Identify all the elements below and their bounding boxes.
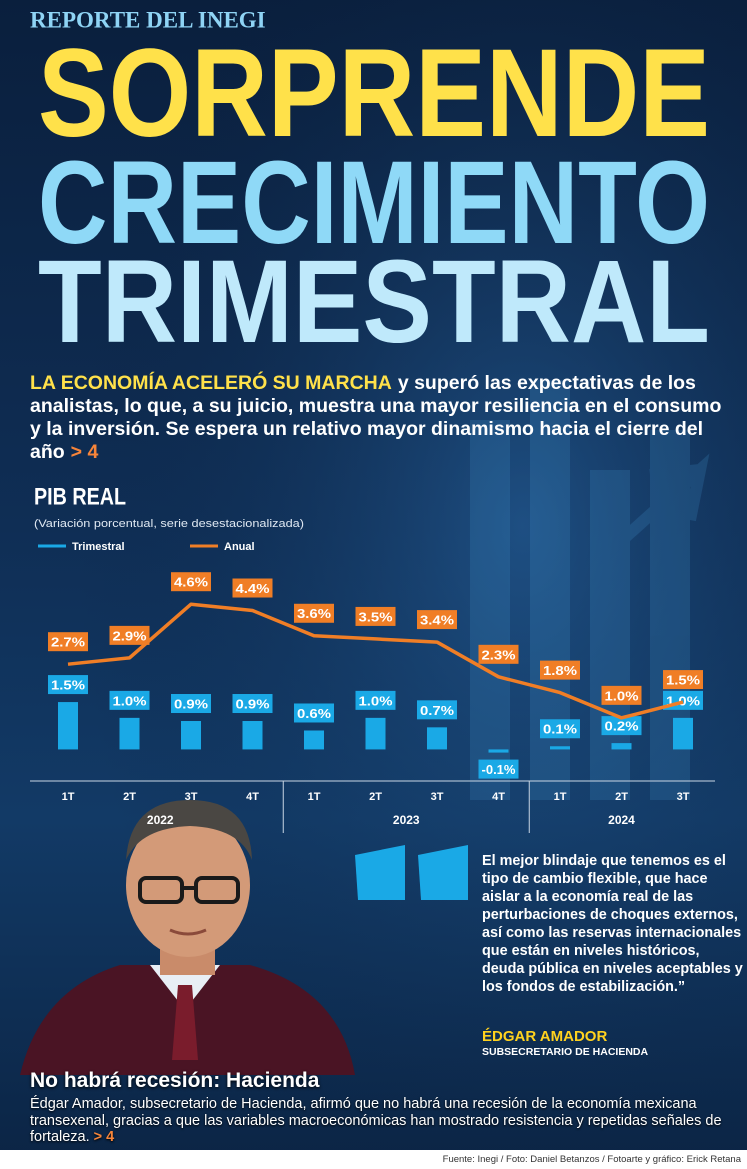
bar <box>304 730 324 749</box>
bar <box>120 718 140 750</box>
bar <box>673 718 693 750</box>
group-label: 2022 <box>147 813 174 827</box>
page-reference: > 4 <box>94 1129 115 1145</box>
bar <box>58 702 78 749</box>
value-label: 1.0% <box>113 693 147 708</box>
value-label: 2.3% <box>482 647 516 662</box>
value-label: 1.0% <box>605 688 639 703</box>
story-body: Édgar Amador, subsecretario de Hacienda,… <box>30 1096 742 1146</box>
value-label: 4.6% <box>174 575 208 590</box>
headline: TRIMESTRAL <box>38 236 710 368</box>
page: REPORTE DEL INEGI SORPRENDE CRECIMIENTO … <box>0 0 747 1169</box>
x-tick-label: 4T <box>246 791 259 803</box>
chart-subtitle: (Variación porcentual, serie desestacion… <box>34 518 304 530</box>
quote-role: SUBSECRETARIO DE HACIENDA <box>482 1046 648 1058</box>
x-tick-label: 3T <box>185 791 198 803</box>
x-tick-label: 1T <box>308 791 321 803</box>
bar <box>550 746 570 749</box>
x-tick-label: 2T <box>123 791 136 803</box>
bar <box>612 743 632 749</box>
value-label: 0.9% <box>236 696 270 711</box>
x-tick-label: 1T <box>554 791 567 803</box>
bar <box>427 727 447 749</box>
value-label: 0.1% <box>543 722 577 737</box>
group-label: 2023 <box>393 813 420 827</box>
credit: Fuente: Inegi / Foto: Daniel Betanzos / … <box>0 1150 747 1169</box>
legend-label: Anual <box>224 541 255 553</box>
x-tick-label: 2T <box>615 791 628 803</box>
value-label: 1.0% <box>359 693 393 708</box>
value-label: 0.6% <box>297 706 331 721</box>
value-label: 3.6% <box>297 606 331 621</box>
value-label: 3.5% <box>359 609 393 624</box>
bar <box>489 749 509 752</box>
x-tick-label: 2T <box>369 791 382 803</box>
bar <box>243 721 263 749</box>
story-title: No habrá recesión: Hacienda <box>30 1069 319 1093</box>
x-tick-label: 4T <box>492 791 505 803</box>
legend-label: Trimestral <box>72 541 125 553</box>
value-label: 2.7% <box>51 635 85 650</box>
value-label: 1.8% <box>543 663 577 678</box>
value-label: 0.7% <box>420 703 454 718</box>
x-tick-label: 1T <box>62 791 75 803</box>
page-reference: > 4 <box>71 441 99 463</box>
value-label: -0.1% <box>482 762 516 777</box>
x-tick-label: 3T <box>431 791 444 803</box>
story-text: Édgar Amador, subsecretario de Hacienda,… <box>30 1096 722 1145</box>
x-tick-label: 3T <box>677 791 690 803</box>
value-label: 2.9% <box>113 628 147 643</box>
value-label: 3.4% <box>420 613 454 628</box>
lead-highlight: LA ECONOMÍA ACELERÓ SU MARCHA <box>30 372 392 394</box>
quote: El mejor blindaje que tenemos es el tipo… <box>482 852 744 996</box>
bar <box>181 721 201 749</box>
value-label: 1.5% <box>51 678 85 693</box>
value-label: 1.5% <box>666 673 700 688</box>
value-label: 0.9% <box>174 696 208 711</box>
value-label: 4.4% <box>236 581 270 596</box>
quote-author: ÉDGAR AMADOR <box>482 1028 607 1045</box>
value-label: 0.2% <box>605 719 639 734</box>
bar <box>366 718 386 750</box>
chart-title: PIB REAL <box>34 483 126 510</box>
group-label: 2024 <box>608 813 635 827</box>
